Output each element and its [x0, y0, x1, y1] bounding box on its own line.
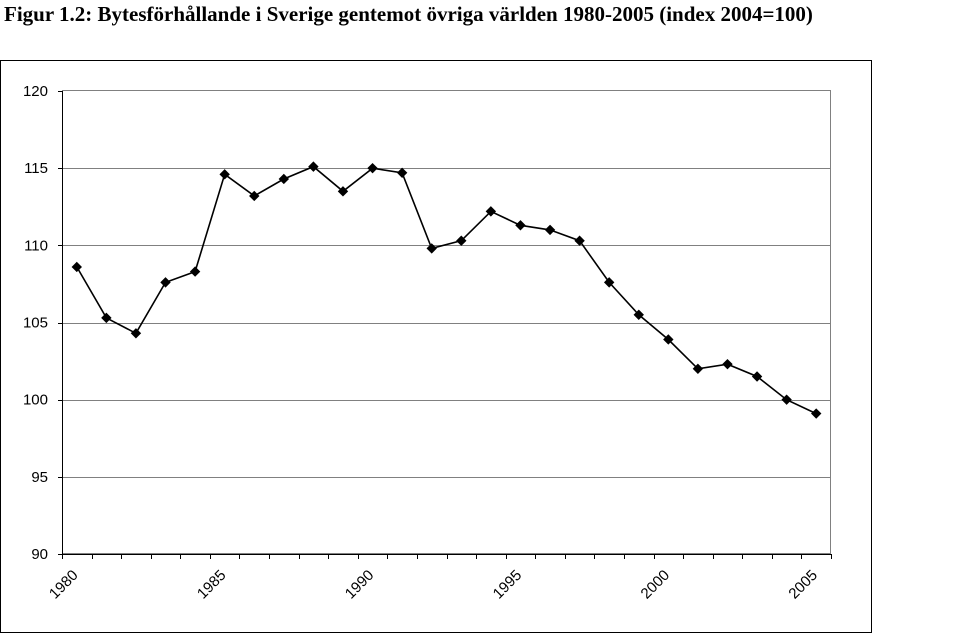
- data-point-1993: [456, 235, 467, 246]
- data-point-1988: [308, 161, 319, 172]
- data-point-1983: [160, 277, 171, 288]
- data-point-1992: [426, 243, 437, 254]
- data-point-1985: [219, 169, 230, 180]
- y-tick-label: 120: [23, 83, 48, 100]
- series-polyline: [76, 165, 817, 415]
- data-point-1982: [130, 328, 142, 339]
- x-tick-label: 1995: [490, 567, 526, 603]
- data-point-1989: [337, 186, 349, 197]
- x-axis: 1980 1985 1990 1995 2000 2005: [46, 554, 832, 602]
- x-tick-label: 2000: [638, 567, 674, 603]
- data-point-1994: [485, 206, 497, 217]
- data-point-1991: [396, 167, 408, 179]
- x-tick-label: 2005: [785, 567, 821, 603]
- x-tick-label: 1990: [342, 567, 378, 603]
- data-point-2005: [811, 408, 822, 419]
- data-point-1996: [544, 224, 556, 236]
- data-point-2002: [722, 358, 733, 370]
- x-tick-label: 1980: [46, 567, 82, 603]
- data-point-1984: [189, 266, 201, 277]
- y-tick-label: 115: [24, 160, 48, 177]
- y-tick-label: 110: [24, 237, 48, 254]
- data-point-1986: [249, 190, 260, 202]
- data-point-2000: [663, 334, 674, 345]
- data-point-1998: [603, 277, 615, 288]
- data-point-1997: [574, 235, 585, 246]
- chart-title: Figur 1.2: Bytesförhållande i Sverige ge…: [4, 2, 813, 26]
- series-line: [71, 161, 822, 419]
- y-tick-label: 100: [23, 392, 48, 409]
- data-point-2003: [751, 371, 763, 382]
- y-tick-label: 105: [23, 315, 48, 332]
- data-point-1990: [367, 162, 378, 174]
- data-point-2001: [692, 363, 704, 375]
- plot-area: [62, 90, 831, 554]
- chart-frame: [0, 60, 872, 633]
- data-point-1995: [515, 220, 526, 231]
- y-tick-label: 90: [31, 546, 48, 563]
- data-point-1980: [71, 261, 82, 273]
- y-tick-label: 95: [31, 469, 48, 486]
- y-axis: 90 95 100 105 110 115 120: [23, 83, 63, 563]
- x-tick-label: 1985: [194, 567, 230, 603]
- data-point-1987: [278, 173, 290, 185]
- data-point-1999: [633, 309, 644, 320]
- data-point-1981: [101, 312, 112, 324]
- gridlines: [62, 168, 831, 478]
- data-point-2004: [781, 394, 792, 405]
